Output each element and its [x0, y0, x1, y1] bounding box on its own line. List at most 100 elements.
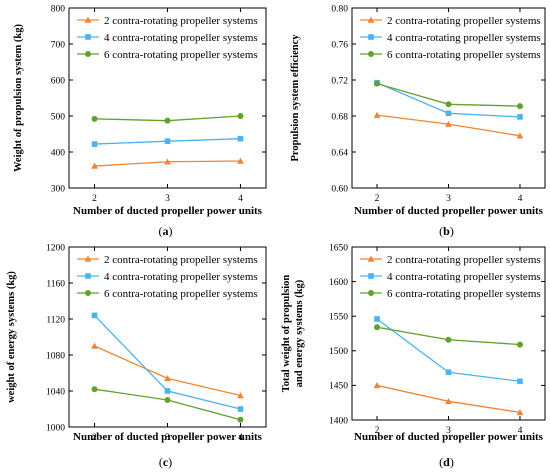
legend-label: 2 contra-rotating propeller systems	[387, 15, 541, 27]
x-tick-label: 3	[165, 194, 170, 204]
legend-entry: 6 contra-rotating propeller systems	[77, 288, 258, 300]
y-tick-label: 1500	[329, 347, 348, 357]
y-tick-label: 0.60	[331, 184, 348, 194]
panel-caption: (d)	[439, 455, 454, 469]
legend-label: 4 contra-rotating propeller systems	[387, 32, 541, 44]
legend-label: 6 contra-rotating propeller systems	[387, 49, 541, 61]
panel-caption: (c)	[159, 455, 172, 469]
y-tick-label: 1040	[46, 387, 65, 397]
legend-label: 4 contra-rotating propeller systems	[387, 271, 541, 283]
legend-label: 6 contra-rotating propeller systems	[104, 49, 258, 61]
data-point	[445, 336, 452, 343]
data-point	[516, 103, 523, 110]
data-point	[91, 312, 98, 319]
data-point	[445, 369, 452, 376]
legend-marker	[368, 290, 374, 296]
data-point	[91, 141, 98, 147]
y-axis-label: Total weight of propulsion	[281, 275, 292, 393]
x-axis-label: Number of ducted propeller power units	[354, 205, 544, 217]
y-axis-label: Propulsion system efficiency	[290, 34, 301, 162]
legend-marker	[85, 51, 91, 57]
legend-entry: 2 contra-rotating propeller systems	[77, 254, 258, 266]
y-tick-label: 600	[51, 76, 66, 86]
series-line	[94, 345, 241, 397]
chart-panel-a: 300 400 500 600 700 800 2 3 4 2 contra-rotating p…	[13, 4, 267, 238]
legend-label: 6 contra-rotating propeller systems	[104, 288, 258, 300]
data-point	[516, 132, 524, 139]
legend-label: 4 contra-rotating propeller systems	[104, 271, 258, 283]
panel-caption: (b)	[439, 224, 454, 238]
chart-panel-c: 1000 1040 1080 1120 1160 1200 2 3 4 2 contra-rota…	[6, 243, 267, 469]
y-tick-label: 1650	[329, 243, 348, 253]
legend-marker	[368, 273, 374, 279]
panel-caption: (a)	[159, 224, 173, 238]
legend-marker	[85, 34, 91, 40]
legend-label: 6 contra-rotating propeller systems	[387, 288, 541, 300]
y-tick-label: 1450	[329, 382, 348, 392]
data-point	[164, 158, 171, 165]
legend-label: 4 contra-rotating propeller systems	[104, 32, 258, 44]
data-point	[91, 162, 98, 169]
legend-marker	[368, 51, 374, 57]
data-point	[373, 382, 381, 389]
legend-entry: 6 contra-rotating propeller systems	[360, 49, 541, 61]
data-point	[91, 386, 98, 393]
x-axis-label: Number of ducted propeller power units	[73, 205, 263, 217]
y-tick-label: 1080	[46, 351, 65, 361]
data-point	[374, 316, 380, 322]
y-tick-label: 1200	[46, 243, 65, 253]
data-point	[517, 378, 523, 385]
y-tick-label: 0.64	[331, 148, 348, 158]
y-tick-label: 700	[51, 40, 66, 50]
legend-marker	[85, 273, 91, 279]
legend-entry: 2 contra-rotating propeller systems	[360, 15, 541, 27]
data-point	[445, 101, 452, 108]
y-axis-label: Weight of propulsion system (kg)	[13, 24, 24, 172]
legend-marker	[367, 16, 375, 23]
legend-entry: 2 contra-rotating propeller systems	[77, 15, 258, 27]
data-point	[516, 341, 523, 348]
x-tick-label: 3	[446, 194, 451, 204]
legend-marker	[368, 34, 374, 40]
data-point	[237, 416, 244, 423]
y-tick-label: 0.80	[331, 4, 348, 14]
data-point	[237, 392, 244, 399]
legend-entry: 4 contra-rotating propeller systems	[77, 271, 258, 283]
data-point	[374, 80, 381, 87]
legend-marker	[84, 255, 92, 262]
x-axis-label: Number of ducted propeller power units	[354, 431, 544, 443]
data-point	[91, 342, 98, 349]
series-line	[94, 314, 241, 410]
data-point	[237, 157, 244, 164]
data-point	[164, 388, 171, 394]
legend-entry: 2 contra-rotating propeller systems	[360, 254, 541, 266]
legend-entry: 4 contra-rotating propeller systems	[77, 32, 258, 44]
x-tick-label: 4	[518, 194, 523, 204]
y-tick-label: 0.76	[331, 40, 348, 50]
legend-entry: 4 contra-rotating propeller systems	[360, 271, 541, 283]
x-tick-label: 2	[92, 433, 97, 443]
chart-panel-b: 0.60 0.64 0.68 0.72 0.76 0.80 2 3 4 2 contra-rota…	[290, 4, 546, 238]
legend-label: 2 contra-rotating propeller systems	[104, 15, 258, 27]
data-point	[516, 408, 524, 416]
data-point	[374, 324, 381, 331]
x-tick-label: 2	[375, 426, 380, 436]
x-tick-label: 2	[92, 194, 97, 204]
data-point	[445, 397, 452, 405]
data-point	[91, 115, 98, 122]
y-tick-label: 1600	[329, 278, 348, 288]
data-point	[237, 113, 244, 119]
legend-label: 2 contra-rotating propeller systems	[387, 254, 541, 266]
legend-marker	[85, 290, 91, 296]
legend-entry: 6 contra-rotating propeller systems	[77, 49, 258, 61]
legend-entry: 6 contra-rotating propeller systems	[360, 288, 541, 300]
data-point	[237, 406, 244, 412]
y-tick-label: 500	[51, 112, 66, 122]
y-tick-label: 0.68	[331, 112, 348, 122]
y-axis-label: and energy systems (kg)	[294, 279, 305, 387]
y-tick-label: 0.72	[331, 76, 348, 86]
data-point	[164, 375, 171, 382]
data-point	[164, 397, 171, 403]
data-point	[517, 114, 523, 120]
